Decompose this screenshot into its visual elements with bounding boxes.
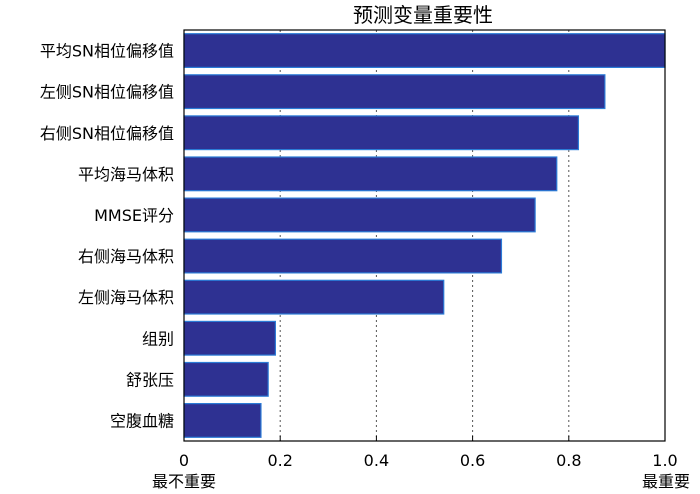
category-label: 右侧SN相位偏移值 xyxy=(40,124,174,143)
bar xyxy=(183,156,558,192)
category-label: 平均海马体积 xyxy=(78,165,174,184)
category-label: 右侧海马体积 xyxy=(78,247,174,266)
x-end-label-right: 最重要 xyxy=(642,472,690,491)
plot-frame xyxy=(183,29,666,442)
bar xyxy=(183,238,503,274)
x-tick-label: 0.6 xyxy=(460,451,485,470)
x-tick-labels: 0 0.2 0.4 0.6 0.8 1.0 xyxy=(179,436,678,470)
category-label: 平均SN相位偏移值 xyxy=(40,42,174,61)
x-tick-label: 1.0 xyxy=(652,451,677,470)
category-label: 空腹血糖 xyxy=(110,411,174,430)
bar xyxy=(183,74,606,110)
x-tick-label: 0.2 xyxy=(267,451,292,470)
category-label: 组别 xyxy=(142,329,174,348)
bars xyxy=(183,33,666,438)
x-end-label-left: 最不重要 xyxy=(152,472,216,491)
x-tick-label: 0.8 xyxy=(556,451,581,470)
chart-title: 预测变量重要性 xyxy=(353,3,493,27)
bar xyxy=(183,402,262,438)
x-tick-label: 0 xyxy=(179,451,189,470)
bar xyxy=(183,361,269,397)
bar xyxy=(183,115,580,151)
category-label: 左侧SN相位偏移值 xyxy=(40,83,174,102)
bar xyxy=(183,320,276,356)
bar xyxy=(183,197,536,233)
bar xyxy=(183,33,666,69)
category-label: 舒张压 xyxy=(126,370,174,389)
x-tick-label: 0.4 xyxy=(364,451,389,470)
grid-lines xyxy=(279,30,570,441)
category-label: MMSE评分 xyxy=(94,206,174,225)
category-label: 左侧海马体积 xyxy=(78,288,174,307)
bar xyxy=(183,279,445,315)
